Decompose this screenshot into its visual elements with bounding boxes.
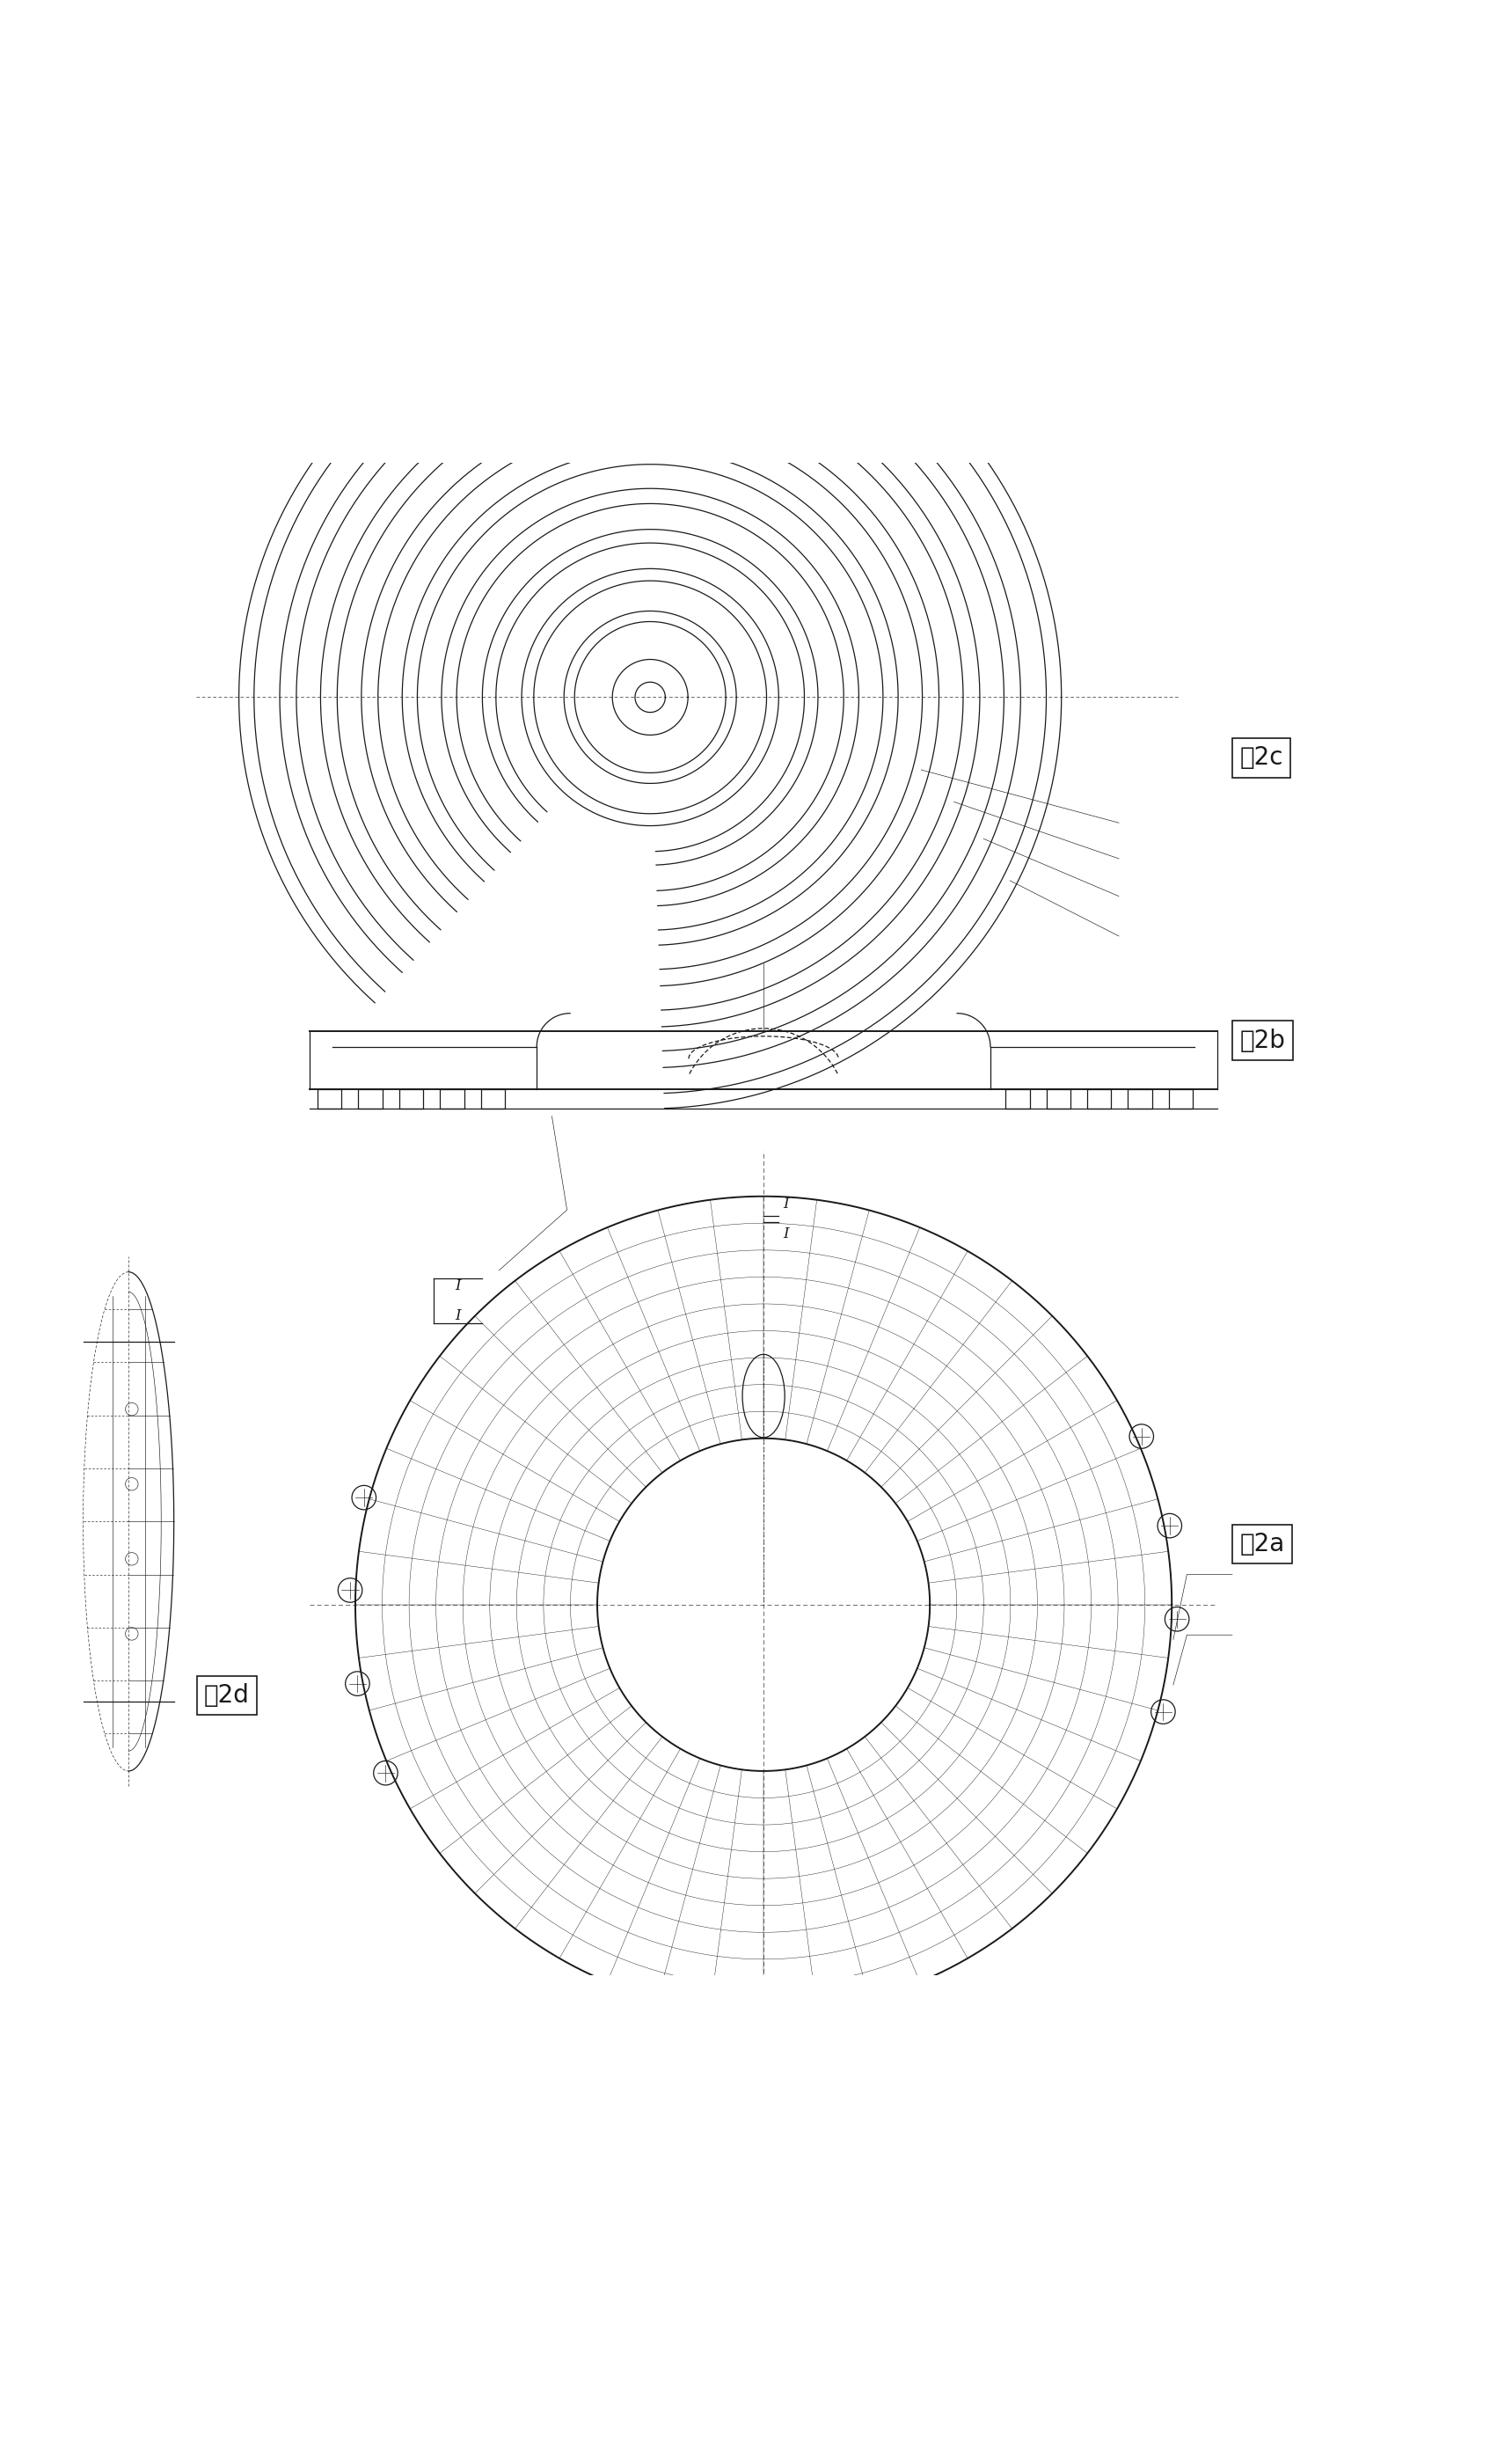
Text: I: I (455, 1278, 461, 1292)
Text: 图2c: 图2c (1240, 746, 1284, 770)
Text: 图2b: 图2b (1240, 1029, 1285, 1053)
Text: 图2d: 图2d (204, 1682, 249, 1707)
Text: I: I (783, 1226, 789, 1241)
Text: 图2a: 图2a (1240, 1531, 1285, 1555)
Text: I: I (783, 1197, 789, 1212)
Text: I: I (455, 1309, 461, 1324)
